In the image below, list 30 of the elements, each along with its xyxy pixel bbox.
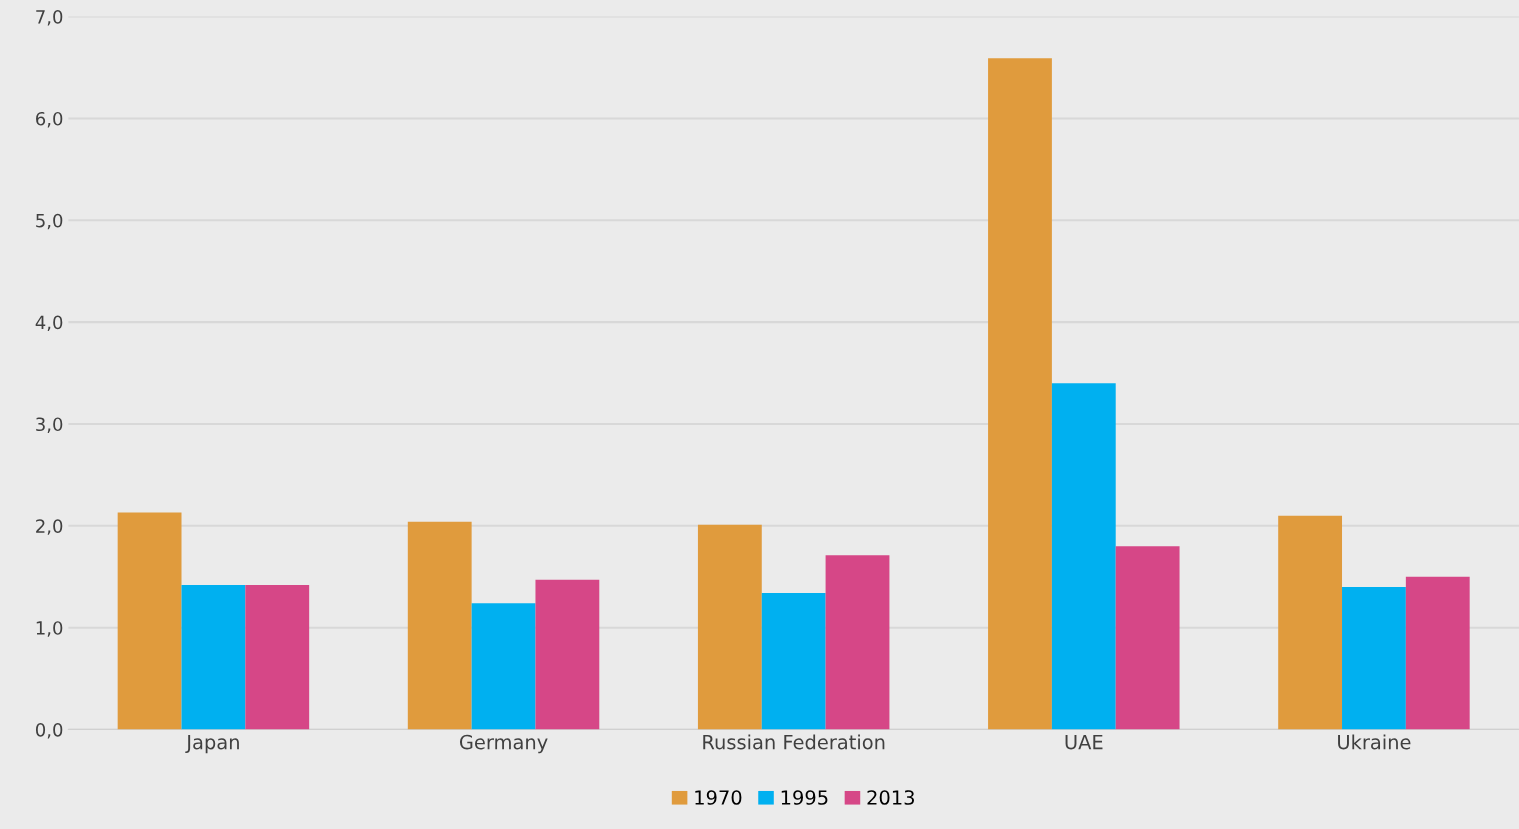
bar [181, 584, 246, 730]
legend-label: 2013 [867, 790, 914, 805]
bar [1405, 576, 1470, 730]
y-tick-label: 7,0 [36, 10, 63, 26]
y-tick-label: 3,0 [36, 417, 63, 433]
bar [1051, 383, 1116, 730]
x-tick-label: Russian Federation [703, 734, 885, 750]
x-tick-label: UAE [1065, 734, 1103, 750]
bar [1342, 586, 1406, 730]
bar [471, 603, 536, 730]
bar [988, 58, 1052, 730]
x-tick-label: Germany [459, 734, 548, 754]
x-tick-label: Ukraine [1338, 734, 1411, 750]
bar [407, 521, 472, 730]
legend-label: 1970 [695, 790, 742, 805]
y-tick-label: 5,0 [36, 213, 63, 230]
bar [825, 555, 890, 730]
bar [245, 584, 310, 730]
bar [535, 579, 600, 730]
y-tick-label: 4,0 [35, 315, 63, 332]
bar [1115, 546, 1180, 730]
bar [117, 512, 182, 730]
bar [761, 593, 826, 730]
x-tick-label: Japan [185, 734, 239, 754]
bar [697, 524, 762, 730]
y-tick-label: 1,0 [36, 621, 63, 637]
y-tick-label: 6,0 [36, 111, 63, 128]
y-tick-label: 2,0 [36, 519, 63, 535]
legend-label: 1995 [781, 790, 828, 805]
y-tick-label: 0,0 [35, 722, 63, 739]
